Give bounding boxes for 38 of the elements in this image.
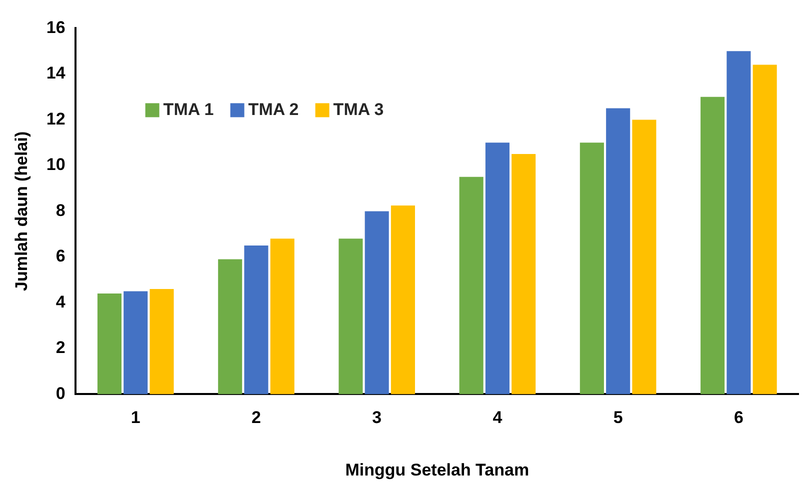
- y-tick-label: 6: [56, 246, 66, 266]
- y-tick-label: 14: [46, 64, 66, 83]
- y-axis-title: Jumlah daun (helai): [12, 131, 31, 292]
- y-tick-label: 12: [46, 109, 66, 128]
- bar: [485, 142, 510, 394]
- x-axis-title: Minggu Setelah Tanam: [345, 460, 530, 480]
- x-tick-label: 5: [613, 408, 623, 428]
- bar: [364, 211, 389, 394]
- bar: [150, 288, 174, 394]
- x-tick-label: 3: [372, 408, 382, 428]
- y-tick-label: 8: [56, 200, 66, 220]
- bar: [270, 238, 294, 394]
- bar: [580, 142, 604, 394]
- bar: [459, 176, 484, 394]
- bar: [218, 259, 242, 394]
- bar: [390, 205, 415, 394]
- bar: [512, 154, 536, 394]
- bar: [700, 96, 725, 394]
- x-tick-label: 6: [734, 408, 744, 428]
- bar: [632, 120, 656, 394]
- legend-label: TMA 3: [333, 100, 384, 119]
- bar: [338, 238, 363, 394]
- bar: [124, 291, 148, 394]
- y-tick-label: 4: [56, 292, 66, 312]
- y-tick-label: 16: [46, 18, 66, 37]
- bar: [726, 51, 751, 394]
- legend-label: TMA 1: [163, 100, 214, 119]
- legend-label: TMA 2: [248, 100, 299, 119]
- bar: [606, 108, 630, 394]
- y-tick-label: 2: [56, 338, 66, 358]
- bar: [244, 246, 268, 394]
- bar: [97, 294, 122, 394]
- y-tick-label: 0: [56, 384, 66, 403]
- y-tick-label: 10: [46, 155, 66, 174]
- x-tick-label: 1: [130, 408, 140, 428]
- x-tick-label: 2: [252, 408, 261, 428]
- bar: [752, 64, 777, 394]
- x-tick-label: 4: [492, 408, 503, 428]
